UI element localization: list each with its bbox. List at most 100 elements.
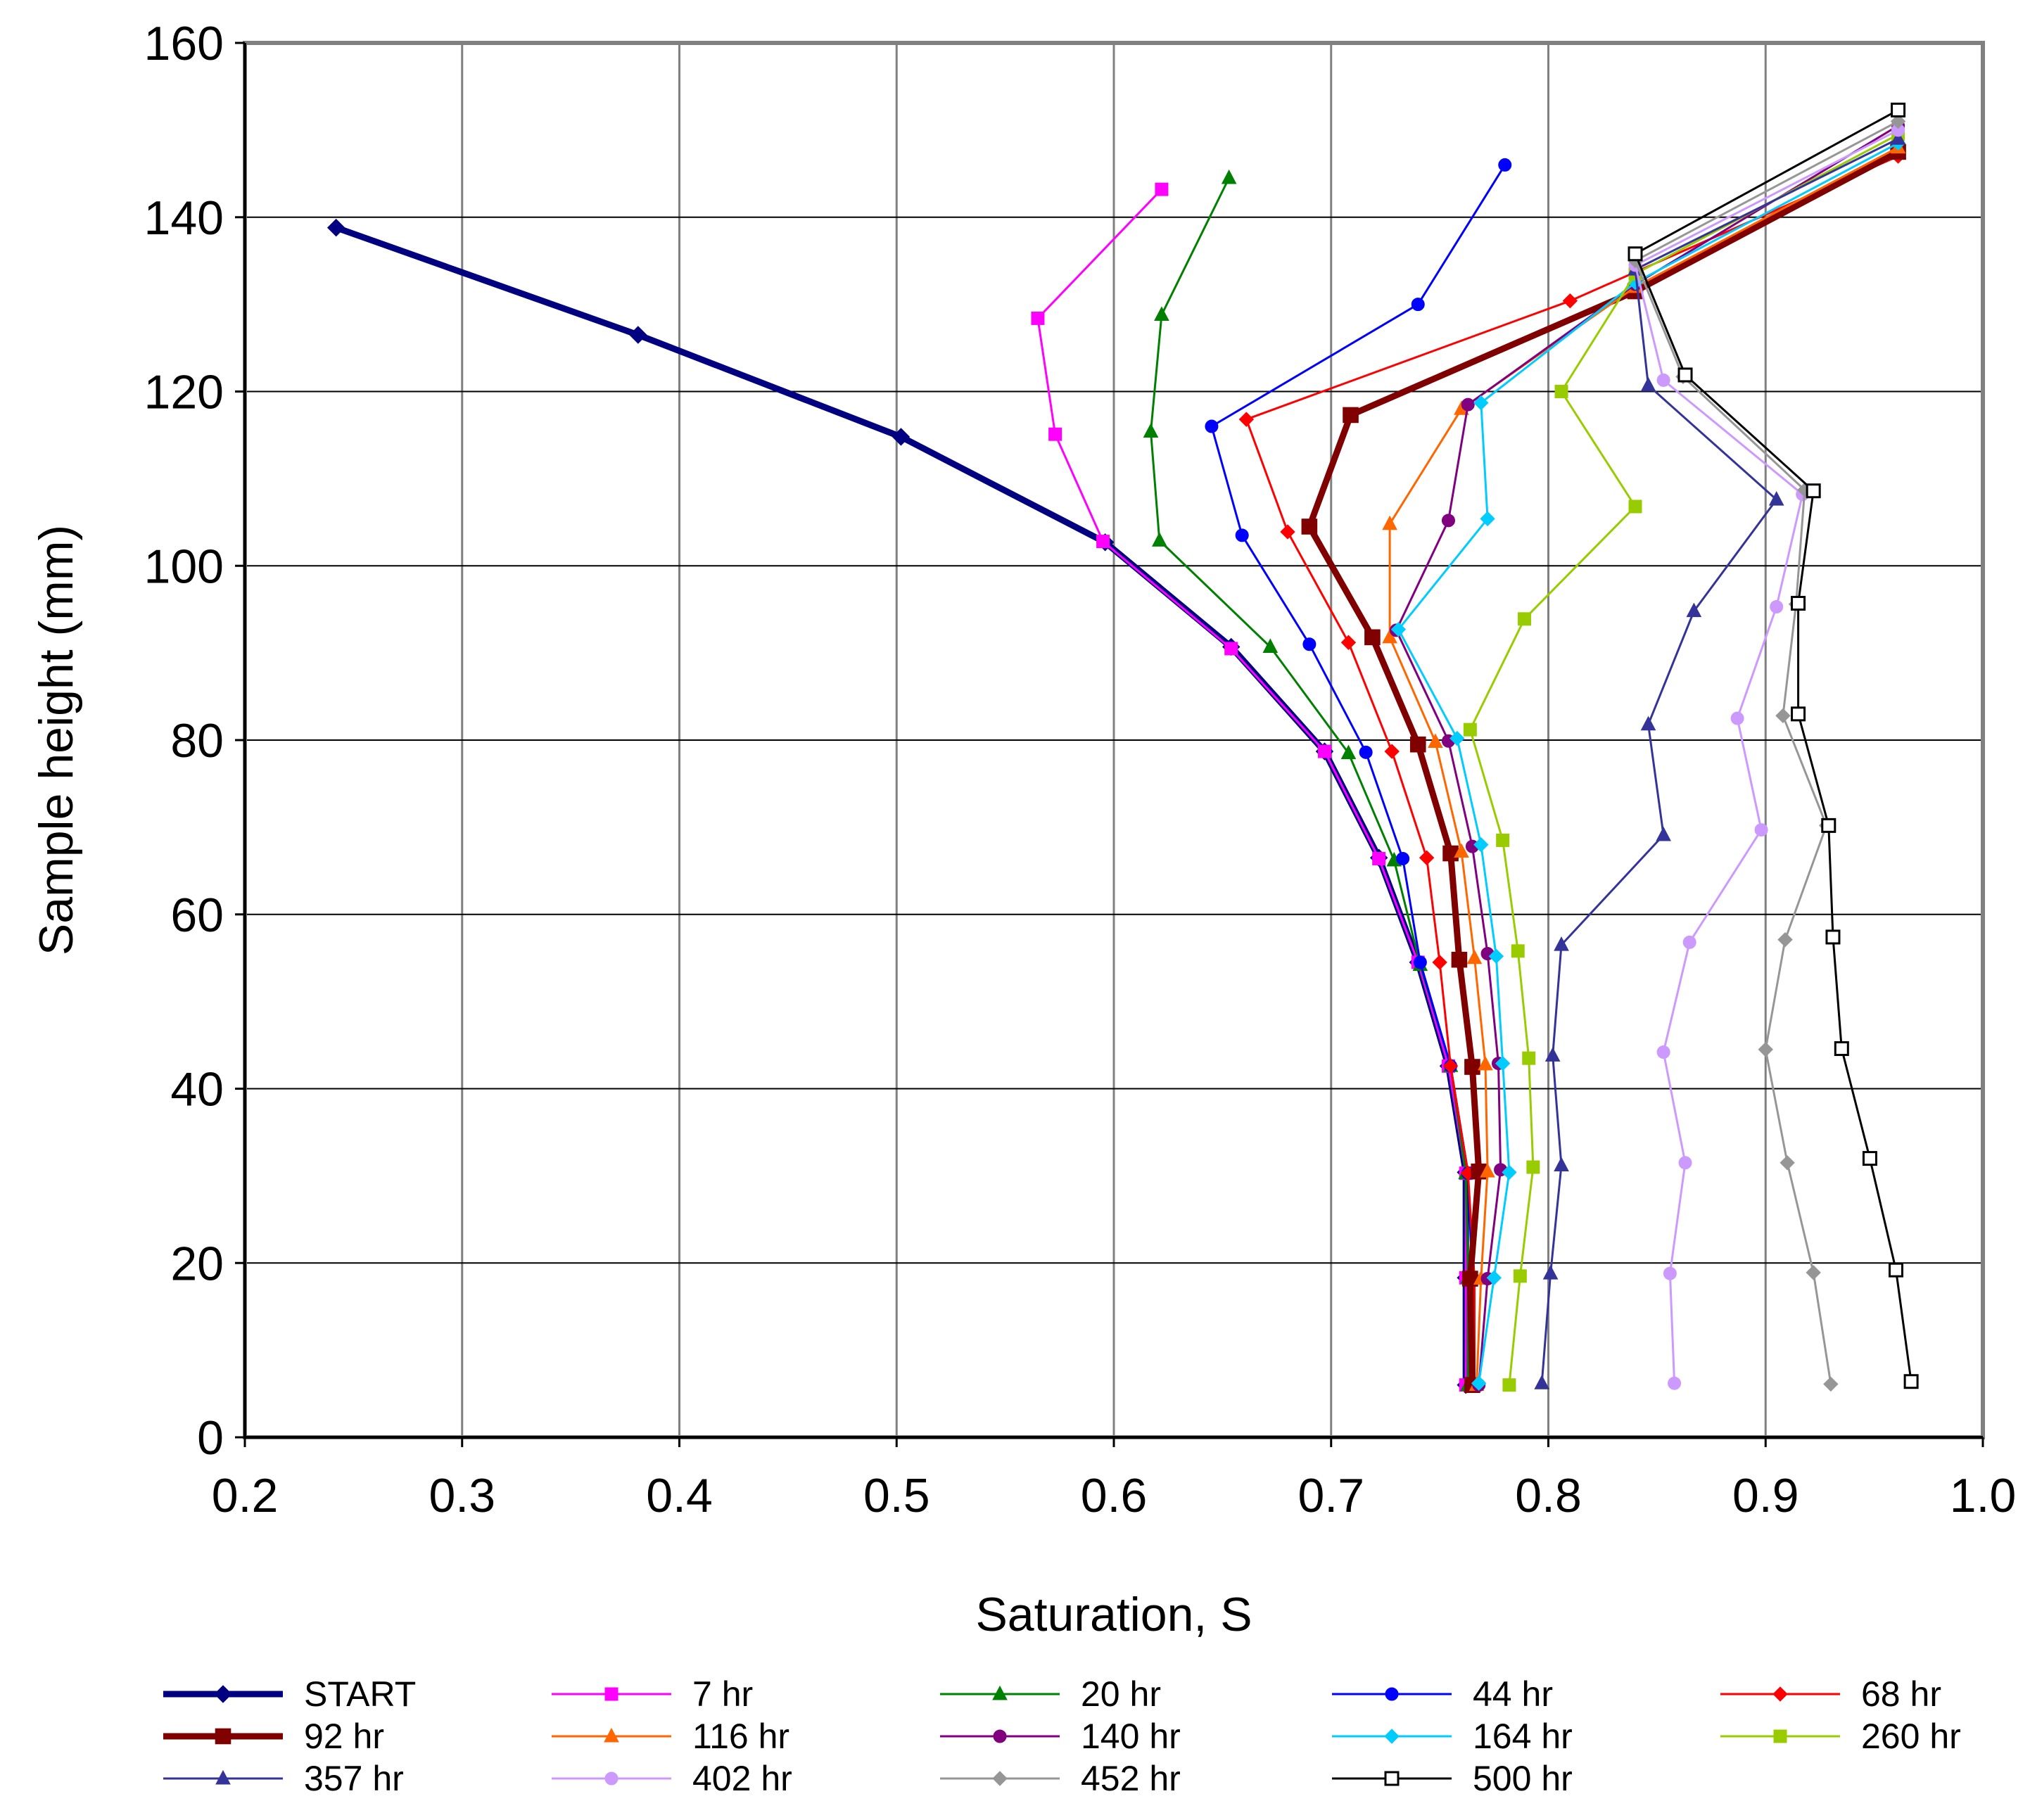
legend-item: 260 hr <box>1720 1717 1961 1756</box>
series-164-hr <box>1390 135 1906 1391</box>
legend-item: 116 hr <box>552 1717 789 1756</box>
y-tick-label: 80 <box>170 714 224 768</box>
data-point <box>1238 412 1255 427</box>
data-point <box>1730 711 1744 725</box>
x-tick-label: 0.7 <box>1298 1469 1364 1522</box>
legend-marker <box>604 1771 618 1786</box>
legend-marker <box>1772 1686 1788 1702</box>
legend-label: 260 hr <box>1861 1717 1961 1756</box>
data-point <box>1770 599 1784 613</box>
data-point <box>1478 1055 1493 1071</box>
data-point <box>1432 955 1447 970</box>
legend-marker <box>992 1685 1008 1700</box>
data-point <box>1640 376 1656 392</box>
legend-label: 452 hr <box>1081 1759 1181 1798</box>
legend-label: 44 hr <box>1473 1674 1553 1714</box>
data-point <box>1428 733 1443 748</box>
data-point <box>1466 949 1483 965</box>
y-tick-label: 100 <box>144 540 224 593</box>
data-point <box>1526 1160 1540 1174</box>
legend-label: 402 hr <box>692 1759 792 1798</box>
y-tick-label: 40 <box>170 1063 224 1116</box>
series-500-hr <box>1628 102 1919 1389</box>
data-point <box>1155 182 1169 196</box>
data-point <box>629 326 647 344</box>
x-axis-label: Saturation, S <box>975 1588 1252 1641</box>
data-point <box>1343 407 1359 424</box>
legend-marker <box>1773 1729 1787 1743</box>
series-line <box>1634 120 1899 1385</box>
data-point <box>1754 823 1768 837</box>
data-point <box>1678 1156 1692 1170</box>
data-point <box>1513 1269 1527 1283</box>
data-point <box>1640 715 1656 731</box>
data-point <box>1502 1164 1517 1181</box>
data-point <box>1495 1055 1511 1071</box>
x-tick-label: 0.6 <box>1081 1469 1148 1522</box>
series-line <box>1150 177 1469 1385</box>
data-point <box>1542 1265 1559 1280</box>
data-point <box>1152 532 1167 547</box>
legend-item: 140 hr <box>940 1717 1181 1756</box>
legend-marker <box>1385 1687 1399 1701</box>
data-point <box>1471 1375 1487 1391</box>
data-point <box>1663 1266 1677 1280</box>
y-tick-label: 0 <box>197 1411 224 1465</box>
data-point <box>1554 385 1568 398</box>
data-point <box>1656 1045 1670 1059</box>
data-point <box>1302 637 1317 651</box>
legend-marker <box>604 1727 619 1743</box>
data-point <box>1364 629 1381 646</box>
data-point <box>1205 419 1219 433</box>
data-point <box>1628 246 1643 262</box>
data-point <box>1480 1163 1495 1178</box>
data-point <box>1224 642 1238 656</box>
y-tick-label: 160 <box>144 17 224 70</box>
data-point <box>1890 130 1906 145</box>
data-point <box>1834 1041 1849 1057</box>
axes: 0.2 0.3 0.4 0.5 0.6 0.7 0.8 0.9 1.0 0 20 40 60 80 100 1… <box>144 17 2017 1522</box>
data-point <box>1890 113 1906 129</box>
data-point <box>1518 612 1532 626</box>
x-tick-label: 1.0 <box>1950 1469 2017 1522</box>
data-point <box>1806 1265 1821 1280</box>
legend-marker <box>215 1728 231 1745</box>
data-point <box>1419 850 1435 865</box>
legend-item: 452 hr <box>940 1759 1181 1798</box>
data-point <box>1486 1270 1502 1286</box>
legend-marker <box>1384 1771 1400 1786</box>
legend-label: 140 hr <box>1081 1717 1181 1756</box>
series-line <box>1634 109 1912 1382</box>
data-point <box>1340 744 1357 760</box>
series-line <box>1395 125 1899 1385</box>
data-point <box>1464 1059 1480 1075</box>
x-tick-label: 0.8 <box>1515 1469 1582 1522</box>
data-point <box>1154 306 1169 321</box>
legend-item: 500 hr <box>1332 1759 1573 1798</box>
data-point <box>1821 817 1836 833</box>
x-tick-label: 0.2 <box>212 1469 279 1522</box>
y-tick-label: 20 <box>170 1237 224 1290</box>
data-point <box>1409 736 1426 753</box>
data-point <box>1461 397 1475 412</box>
data-point <box>1280 524 1295 540</box>
legend: START 7 hr 20 hr 44 hr 68 hr 92 hr 116 hr 140 h… <box>163 1674 1961 1798</box>
data-point <box>1628 499 1642 514</box>
data-point <box>1768 491 1784 506</box>
legend-item: START <box>163 1674 416 1714</box>
y-tick-label: 120 <box>144 366 224 419</box>
data-point <box>1889 1262 1903 1278</box>
legend-item: 357 hr <box>163 1759 404 1798</box>
data-point <box>1806 483 1821 499</box>
data-point <box>1143 423 1159 438</box>
data-point <box>1554 1157 1569 1172</box>
data-point <box>1544 1047 1561 1062</box>
series-line <box>1468 133 1899 1385</box>
data-point <box>1359 745 1373 759</box>
data-point <box>1413 955 1427 969</box>
data-point <box>1340 635 1357 650</box>
series-line <box>1245 155 1899 1385</box>
x-tick-label: 0.9 <box>1732 1469 1799 1522</box>
legend-label: 68 hr <box>1861 1674 1941 1714</box>
legend-item: 402 hr <box>552 1759 792 1798</box>
